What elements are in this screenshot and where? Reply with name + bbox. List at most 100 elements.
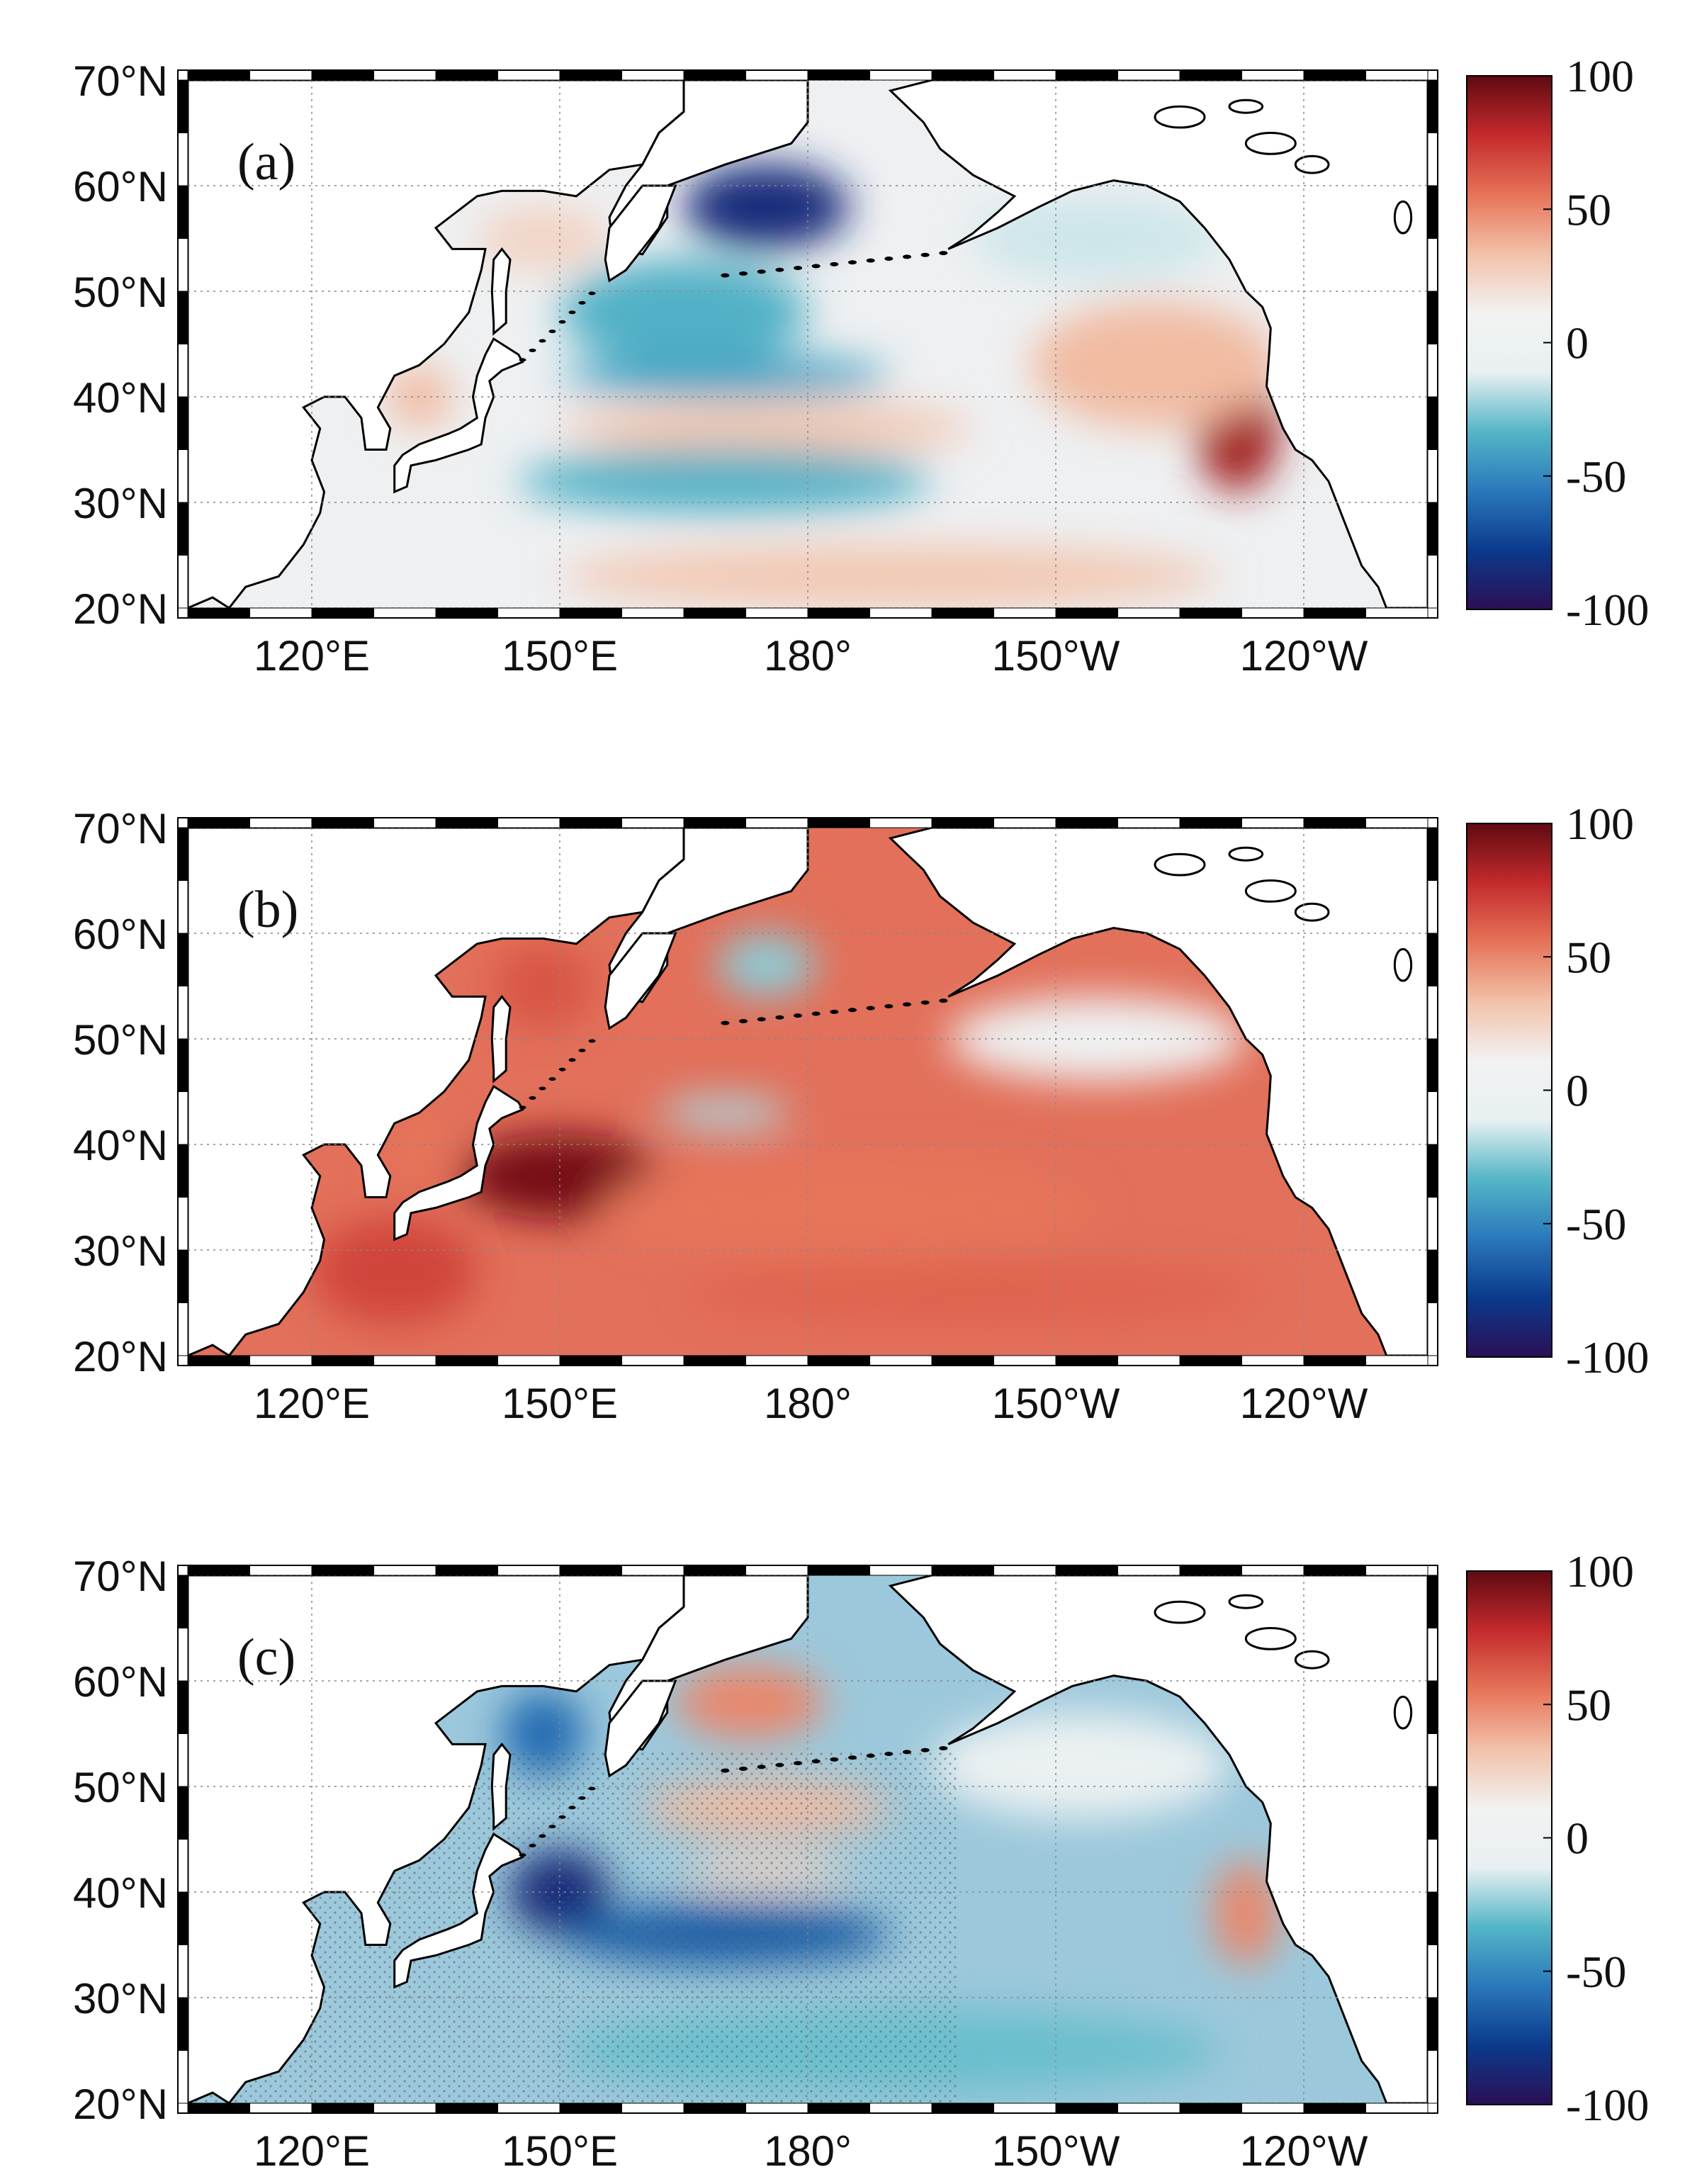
anomaly-central-cool-patch: [659, 1096, 791, 1129]
anomaly-mid-lat-warm: [560, 402, 974, 455]
anomaly-gulf-alaska-cool: [973, 196, 1222, 281]
anomaly-north-pacific-cool: [560, 259, 808, 366]
aleutian-island: [794, 266, 802, 271]
colorbar-tick-label: 100: [1566, 51, 1634, 101]
aleutian-island: [811, 1759, 821, 1764]
lon-tick-label: 150°E: [502, 632, 618, 680]
kuril-island: [519, 1853, 526, 1857]
japan-landmass: [393, 1832, 524, 1989]
aleutian-island: [721, 273, 730, 278]
america-landmass: [888, 1575, 1428, 2103]
lat-tick-label: 70°N: [73, 805, 168, 852]
aleutian-island: [775, 267, 784, 272]
colorbar-tick-label: 50: [1566, 184, 1611, 235]
lon-tick-label: 180°: [764, 1380, 852, 1427]
colorbar: [1466, 75, 1552, 610]
kuril-island: [539, 339, 546, 343]
kuril-island: [578, 300, 586, 305]
aleutian-island: [739, 271, 748, 276]
map-frame: [177, 1565, 1438, 2114]
lat-tick-label: 60°N: [73, 163, 168, 210]
arctic-island: [1393, 947, 1413, 982]
arctic-island: [1228, 846, 1264, 862]
kamchatka-landmass: [604, 932, 677, 1030]
map-area: [188, 828, 1428, 1356]
arctic-island: [1393, 1695, 1413, 1730]
colorbar-tick-label: 50: [1566, 932, 1611, 982]
kuril-island: [588, 1039, 596, 1043]
aleutian-island: [830, 1009, 839, 1014]
panels-root: (a) 70°N 60°N 50°N 40°N 30°N 20°N 120°E 150°E 180…: [73, 51, 1649, 2175]
anomaly-gulf-alaska-neutral: [932, 1712, 1229, 1818]
anomaly-california-warm: [1212, 1860, 1280, 1966]
lon-tick-label: 120°E: [254, 2127, 370, 2175]
aleutian-island: [794, 1013, 802, 1018]
map-area: [188, 80, 1428, 608]
anomaly-tropic-warm: [684, 1260, 1263, 1324]
japan-landmass: [393, 1084, 524, 1242]
lon-tick-label: 150°E: [502, 1380, 618, 1427]
lat-tick-label: 40°N: [73, 1122, 168, 1169]
america-landmass: [888, 80, 1428, 608]
kuril-island: [529, 1843, 536, 1847]
map-frame: [177, 817, 1438, 1366]
lat-tick-label: 20°N: [73, 1333, 168, 1380]
america-landmass: [888, 828, 1428, 1356]
aleutian-island: [939, 251, 948, 256]
arctic-island: [1244, 132, 1297, 155]
kuril-island: [539, 1834, 546, 1838]
kuril-island: [578, 1048, 586, 1052]
aleutian-island: [866, 1006, 875, 1011]
kuril-island: [568, 1806, 576, 1810]
anomaly-ne-pacific-warm: [1031, 301, 1279, 429]
lat-tick-label: 60°N: [73, 911, 168, 958]
colorbar-tick-label: -100: [1566, 585, 1649, 635]
aleutian-island: [757, 1017, 766, 1022]
anomaly-tropic-warm: [560, 544, 1222, 608]
lat-tick-label: 40°N: [73, 374, 168, 422]
kamchatka-landmass: [604, 184, 677, 283]
lat-tick-label: 70°N: [73, 1553, 168, 1600]
lat-tick-label: 50°N: [73, 1764, 168, 1811]
anomaly-field: [312, 933, 1263, 1324]
aleutian-island: [830, 1757, 839, 1762]
kuril-island: [529, 1096, 536, 1100]
colorbar-tick-label: 100: [1566, 1546, 1634, 1597]
aleutian-island: [920, 1747, 930, 1752]
aleutian-island: [721, 1768, 730, 1773]
colorbar: [1466, 1570, 1552, 2105]
anomaly-subtropic-cool: [518, 449, 932, 513]
map-frame: [177, 69, 1438, 619]
aleutian-island: [830, 261, 839, 266]
aleutian-island: [884, 1004, 894, 1009]
aleutian-island: [757, 269, 766, 274]
lat-tick-label: 20°N: [73, 585, 168, 633]
kuril-island: [588, 291, 596, 295]
kuril-island: [568, 310, 576, 315]
aleutian-island: [775, 1015, 784, 1020]
kuril-island: [568, 1058, 576, 1062]
kuril-island: [548, 1825, 556, 1829]
lon-tick-label: 150°W: [992, 1380, 1120, 1427]
colorbar-tick-label: 0: [1566, 318, 1589, 368]
colorbar-tick-label: 100: [1566, 799, 1634, 849]
lat-tick-label: 60°N: [73, 1658, 168, 1706]
aleutian-island: [866, 1753, 875, 1758]
colorbar-tick-label: 0: [1566, 1813, 1589, 1864]
aleutian-island: [884, 257, 894, 261]
aleutian-island: [866, 258, 875, 263]
colorbar: [1466, 823, 1552, 1358]
aleutian-island: [721, 1020, 730, 1025]
kuril-island: [529, 348, 536, 352]
kuril-island: [558, 320, 566, 324]
aleutian-island: [811, 1011, 821, 1016]
colorbar-tick-label: -100: [1566, 1332, 1649, 1383]
lat-tick-label: 50°N: [73, 269, 168, 316]
kuril-island: [539, 1086, 546, 1091]
anomaly-west-pacific-warm: [312, 1218, 478, 1324]
lat-tick-label: 30°N: [73, 1975, 168, 2022]
lat-tick-label: 50°N: [73, 1016, 168, 1064]
colorbar-tick-label: -50: [1566, 451, 1626, 502]
arctic-island: [1294, 1650, 1330, 1670]
anomaly-ne-neutral: [948, 996, 1246, 1081]
